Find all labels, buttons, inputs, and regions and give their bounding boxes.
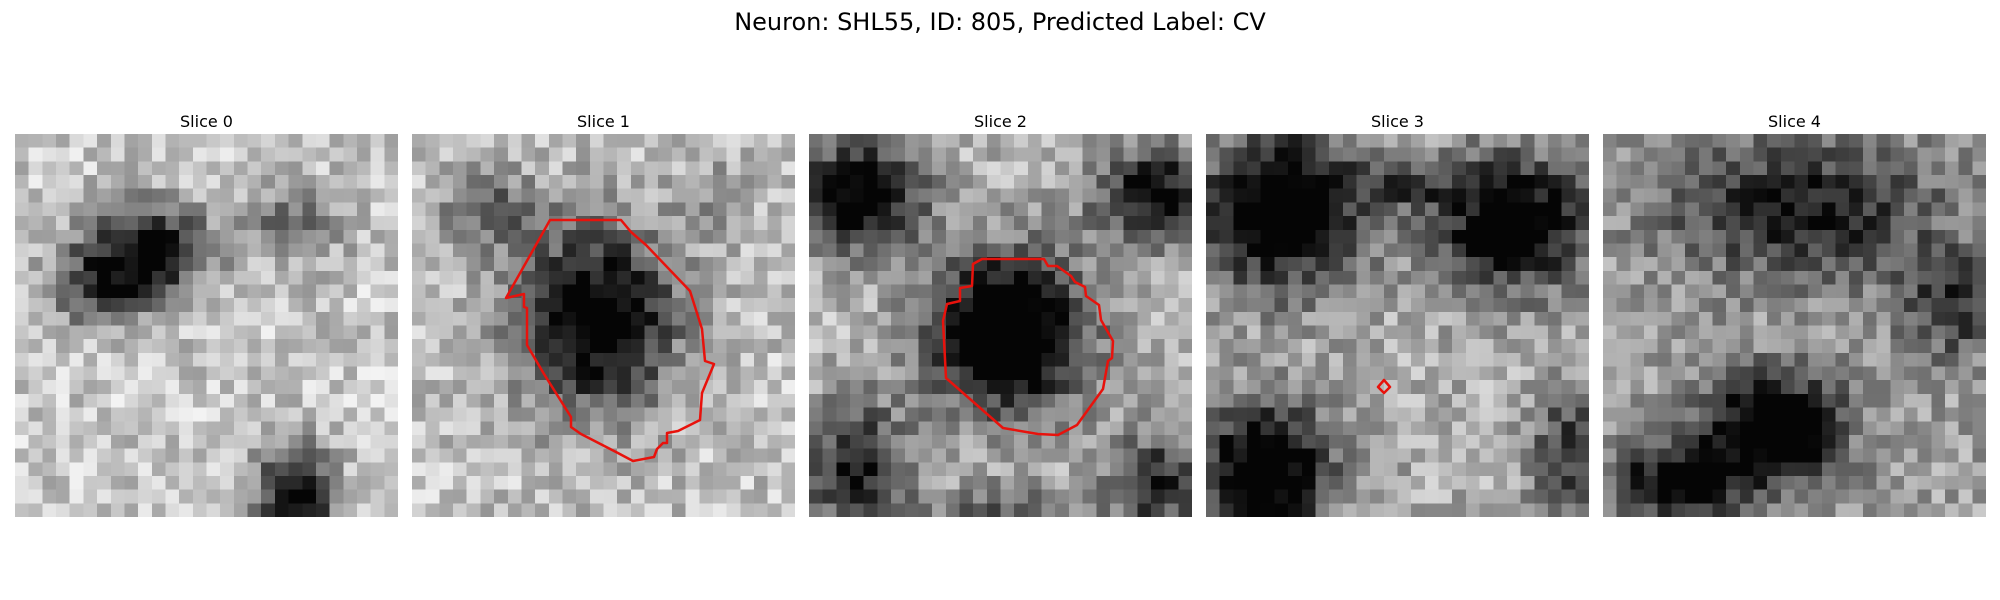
pixel-grid bbox=[412, 134, 795, 517]
segmentation-contour bbox=[504, 218, 716, 463]
slice-title-3: Slice 3 bbox=[1371, 112, 1424, 131]
slice-image-1 bbox=[412, 134, 795, 517]
slice-panel-2: Slice 2 bbox=[809, 110, 1192, 517]
figure-title: Neuron: SHL55, ID: 805, Predicted Label:… bbox=[734, 8, 1266, 36]
segmentation-contour bbox=[941, 257, 1115, 437]
slice-title-1: Slice 1 bbox=[577, 112, 630, 131]
slice-title-0: Slice 0 bbox=[180, 112, 233, 131]
slice-title-4: Slice 4 bbox=[1768, 112, 1821, 131]
segmentation-contour bbox=[1376, 378, 1392, 395]
pixel-grid bbox=[809, 134, 1192, 517]
pixel-grid bbox=[15, 134, 398, 517]
slice-panel-1: Slice 1 bbox=[412, 110, 795, 517]
pixel-grid bbox=[1206, 134, 1589, 517]
slice-image-3 bbox=[1206, 134, 1589, 517]
slice-image-0 bbox=[15, 134, 398, 517]
slice-panel-3: Slice 3 bbox=[1206, 110, 1589, 517]
slice-panel-0: Slice 0 bbox=[15, 110, 398, 517]
slice-image-4 bbox=[1603, 134, 1986, 517]
slice-title-2: Slice 2 bbox=[974, 112, 1027, 131]
pixel-grid bbox=[1603, 134, 1986, 517]
slice-panel-4: Slice 4 bbox=[1603, 110, 1986, 517]
slice-image-2 bbox=[809, 134, 1192, 517]
